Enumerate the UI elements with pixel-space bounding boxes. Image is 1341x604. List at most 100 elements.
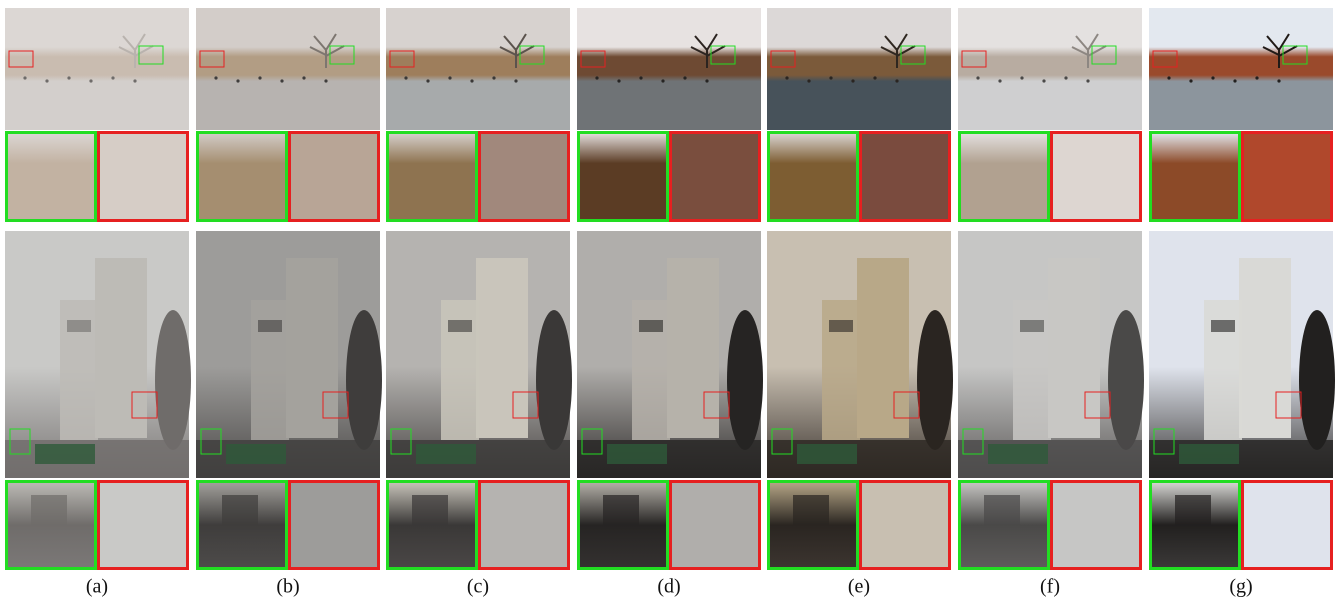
red-crop bbox=[861, 133, 950, 221]
building bbox=[667, 258, 719, 438]
bus bbox=[1179, 444, 1239, 464]
panel-label: (f) bbox=[1040, 576, 1060, 598]
building bbox=[1048, 258, 1100, 438]
bird bbox=[1167, 76, 1170, 79]
green-crop bbox=[1151, 133, 1240, 221]
red-crop bbox=[290, 133, 379, 221]
building bbox=[857, 258, 909, 438]
bird bbox=[661, 79, 664, 82]
panel: (a) bbox=[5, 8, 191, 598]
lake-image bbox=[196, 8, 380, 130]
trees bbox=[917, 310, 953, 450]
bird bbox=[1042, 79, 1045, 82]
sign bbox=[1211, 320, 1235, 332]
street bbox=[1149, 440, 1333, 478]
lake-image bbox=[1149, 8, 1333, 130]
green-crop bbox=[960, 133, 1049, 221]
door bbox=[31, 495, 67, 525]
red-crop bbox=[480, 133, 569, 221]
panel: (g) bbox=[1149, 8, 1335, 598]
bird bbox=[470, 79, 473, 82]
lake-image bbox=[958, 8, 1142, 130]
panel: (b) bbox=[196, 8, 382, 598]
bird bbox=[683, 76, 686, 79]
door bbox=[412, 495, 448, 525]
bird bbox=[851, 79, 854, 82]
bird bbox=[89, 79, 92, 82]
bus bbox=[607, 444, 667, 464]
panel-label: (b) bbox=[276, 576, 299, 598]
street bbox=[386, 440, 570, 478]
bird bbox=[976, 76, 979, 79]
building bbox=[476, 258, 528, 438]
bus bbox=[416, 444, 476, 464]
bird bbox=[67, 76, 70, 79]
figure: (a) (b) (c)(d)(e) (f) (g) bbox=[0, 0, 1341, 604]
panel-label: (g) bbox=[1229, 576, 1252, 598]
red-crop bbox=[861, 482, 950, 569]
red-crop bbox=[671, 482, 760, 569]
panel: (e) bbox=[767, 8, 953, 598]
green-crop bbox=[198, 133, 287, 221]
bird bbox=[324, 79, 327, 82]
bird bbox=[829, 76, 832, 79]
building bbox=[1239, 258, 1291, 438]
bird bbox=[617, 79, 620, 82]
bird bbox=[302, 76, 305, 79]
bird bbox=[23, 76, 26, 79]
bird bbox=[1277, 79, 1280, 82]
red-crop bbox=[1243, 133, 1332, 221]
red-crop bbox=[480, 482, 569, 569]
bird bbox=[807, 79, 810, 82]
bird bbox=[1086, 79, 1089, 82]
red-crop bbox=[1243, 482, 1332, 569]
trees bbox=[1108, 310, 1144, 450]
panel: (f) bbox=[958, 8, 1144, 598]
door bbox=[1175, 495, 1211, 525]
street bbox=[767, 440, 951, 478]
trees bbox=[346, 310, 382, 450]
trees bbox=[536, 310, 572, 450]
street bbox=[577, 440, 761, 478]
door bbox=[603, 495, 639, 525]
panel: (c) bbox=[386, 8, 572, 598]
trees bbox=[1299, 310, 1335, 450]
bus bbox=[35, 444, 95, 464]
bus bbox=[988, 444, 1048, 464]
red-crop bbox=[671, 133, 760, 221]
bird bbox=[1020, 76, 1023, 79]
bird bbox=[895, 79, 898, 82]
lake-image bbox=[577, 8, 761, 130]
sign bbox=[448, 320, 472, 332]
green-crop bbox=[769, 133, 858, 221]
bird bbox=[404, 76, 407, 79]
lake-image bbox=[767, 8, 951, 130]
sign bbox=[67, 320, 91, 332]
lake-image bbox=[386, 8, 570, 130]
trees bbox=[155, 310, 191, 450]
panel: (d) bbox=[577, 8, 763, 598]
sign bbox=[829, 320, 853, 332]
door bbox=[793, 495, 829, 525]
bird bbox=[426, 79, 429, 82]
bird bbox=[595, 76, 598, 79]
door bbox=[222, 495, 258, 525]
sign bbox=[1020, 320, 1044, 332]
bird bbox=[45, 79, 48, 82]
bird bbox=[236, 79, 239, 82]
building bbox=[95, 258, 147, 438]
bird bbox=[214, 76, 217, 79]
bird bbox=[492, 76, 495, 79]
bird bbox=[1233, 79, 1236, 82]
lake-image bbox=[5, 8, 189, 130]
red-crop bbox=[1052, 133, 1141, 221]
bird bbox=[1064, 76, 1067, 79]
street bbox=[196, 440, 380, 478]
red-crop bbox=[290, 482, 379, 569]
street bbox=[5, 440, 189, 478]
sign bbox=[639, 320, 663, 332]
bird bbox=[514, 79, 517, 82]
bird bbox=[1211, 76, 1214, 79]
bus bbox=[797, 444, 857, 464]
bird bbox=[448, 76, 451, 79]
